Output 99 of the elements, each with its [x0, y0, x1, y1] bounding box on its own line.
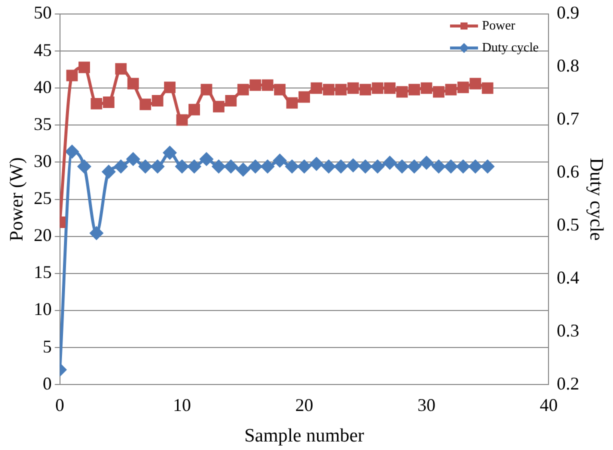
point — [298, 160, 311, 173]
point — [334, 160, 348, 173]
point — [372, 82, 384, 94]
point — [420, 156, 433, 170]
point — [90, 98, 102, 110]
y2-tick-label: 0.3 — [556, 320, 580, 340]
point — [163, 146, 176, 160]
point — [138, 160, 152, 173]
point — [261, 160, 274, 173]
y-tick-label: 45 — [34, 40, 52, 60]
point — [445, 84, 457, 96]
y-tick-label: 15 — [34, 262, 52, 282]
point — [310, 82, 322, 94]
point — [286, 97, 298, 109]
point — [298, 91, 310, 103]
point — [66, 70, 78, 82]
point — [396, 86, 408, 98]
point — [396, 160, 409, 173]
y-tick-label: 25 — [34, 188, 52, 208]
x-tick-label: 10 — [173, 395, 192, 416]
point — [481, 160, 494, 173]
y2-axis-title: Duty cycle — [586, 158, 607, 241]
y-tick-label: 50 — [34, 2, 52, 23]
x-tick-label: 20 — [295, 395, 314, 416]
point — [408, 84, 420, 96]
point — [432, 86, 444, 98]
point — [250, 79, 262, 91]
x-axis-title: Sample number — [244, 426, 365, 447]
y2-tick-label: 0.9 — [556, 2, 580, 23]
legend-label: Duty cycle — [482, 39, 539, 54]
point — [90, 226, 103, 240]
point — [126, 152, 140, 166]
point — [456, 160, 470, 173]
point — [237, 84, 249, 96]
point — [273, 154, 286, 168]
point — [274, 84, 286, 96]
point — [286, 160, 299, 173]
point — [114, 160, 128, 173]
point — [420, 82, 432, 94]
point — [322, 160, 336, 173]
point — [457, 82, 469, 94]
y-tick-label: 20 — [34, 225, 52, 246]
legend-label: Power — [482, 17, 516, 32]
point — [102, 96, 114, 108]
point — [188, 160, 201, 173]
point — [346, 158, 360, 172]
x-tick-label: 30 — [417, 395, 436, 416]
x-tick-label: 40 — [540, 395, 558, 416]
y-axis-title: Power (W) — [6, 157, 28, 242]
point — [212, 100, 224, 112]
point — [78, 62, 90, 74]
point — [225, 94, 237, 106]
y-tick-label: 5 — [42, 336, 52, 356]
point — [482, 82, 494, 94]
point — [176, 160, 189, 173]
point — [358, 160, 372, 173]
point — [152, 94, 164, 106]
point — [248, 160, 262, 173]
point — [262, 79, 274, 91]
point — [200, 152, 213, 166]
point — [432, 160, 446, 173]
point — [384, 82, 396, 94]
y-tick-label: 0 — [42, 373, 52, 394]
point — [468, 160, 482, 173]
point — [322, 84, 334, 96]
point — [176, 114, 188, 126]
point — [335, 84, 347, 96]
y-tick-label: 40 — [34, 76, 52, 97]
point — [347, 82, 359, 94]
y-tick-label: 30 — [34, 150, 52, 171]
point — [408, 160, 421, 173]
point — [115, 63, 127, 75]
point — [66, 145, 79, 158]
y2-tick-label: 0.7 — [556, 108, 580, 129]
x-tick-label: 0 — [55, 395, 64, 416]
point — [371, 160, 384, 173]
point — [102, 165, 116, 178]
point — [78, 160, 91, 173]
point — [470, 78, 482, 90]
point — [127, 78, 139, 90]
point — [310, 157, 323, 170]
point — [212, 160, 226, 173]
y-tick-label: 10 — [34, 299, 52, 320]
point — [164, 82, 176, 94]
point — [360, 84, 372, 96]
y-tick-label: 35 — [34, 114, 52, 134]
point — [383, 156, 396, 170]
y2-tick-label: 0.4 — [556, 267, 580, 288]
point — [151, 160, 164, 173]
y2-tick-label: 0.5 — [556, 214, 580, 235]
y2-tick-label: 0.2 — [556, 373, 580, 394]
y2-tick-label: 0.6 — [556, 162, 580, 182]
point — [188, 104, 200, 116]
point — [140, 98, 152, 110]
point — [224, 160, 238, 173]
point — [236, 163, 250, 176]
point — [200, 84, 212, 96]
y2-tick-label: 0.8 — [556, 56, 580, 76]
point — [444, 160, 458, 173]
